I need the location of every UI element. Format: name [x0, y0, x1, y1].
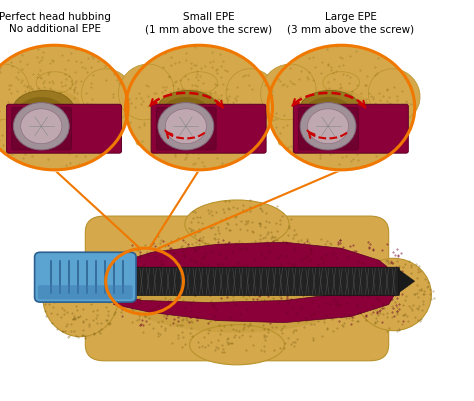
- Ellipse shape: [368, 69, 420, 122]
- FancyBboxPatch shape: [35, 253, 136, 302]
- FancyBboxPatch shape: [0, 73, 118, 146]
- Circle shape: [158, 103, 214, 150]
- Ellipse shape: [43, 257, 118, 337]
- Circle shape: [165, 109, 206, 144]
- FancyBboxPatch shape: [293, 105, 408, 154]
- FancyBboxPatch shape: [151, 105, 266, 154]
- Circle shape: [265, 44, 417, 172]
- Ellipse shape: [14, 89, 80, 121]
- FancyBboxPatch shape: [278, 73, 405, 146]
- FancyBboxPatch shape: [12, 108, 72, 151]
- Circle shape: [21, 109, 62, 144]
- Circle shape: [13, 103, 69, 150]
- Ellipse shape: [181, 73, 218, 94]
- Circle shape: [0, 46, 128, 170]
- Circle shape: [268, 46, 415, 170]
- Ellipse shape: [114, 245, 360, 333]
- FancyBboxPatch shape: [7, 105, 121, 154]
- FancyBboxPatch shape: [122, 267, 400, 296]
- Text: Perfect head hubbing
No additional EPE: Perfect head hubbing No additional EPE: [0, 12, 110, 34]
- Ellipse shape: [356, 259, 431, 331]
- Ellipse shape: [301, 89, 367, 121]
- Ellipse shape: [162, 98, 210, 129]
- Ellipse shape: [323, 73, 360, 94]
- FancyBboxPatch shape: [136, 73, 263, 146]
- Polygon shape: [114, 285, 398, 323]
- Circle shape: [0, 44, 130, 172]
- Circle shape: [123, 44, 275, 172]
- Ellipse shape: [12, 91, 75, 132]
- Ellipse shape: [185, 200, 289, 249]
- Ellipse shape: [261, 65, 316, 121]
- Circle shape: [308, 109, 348, 144]
- Ellipse shape: [82, 69, 133, 122]
- Ellipse shape: [0, 65, 29, 121]
- FancyBboxPatch shape: [38, 286, 133, 300]
- Text: Large EPE
(3 mm above the screw): Large EPE (3 mm above the screw): [287, 12, 414, 34]
- Ellipse shape: [226, 69, 278, 122]
- Ellipse shape: [36, 73, 73, 94]
- Circle shape: [300, 103, 356, 150]
- Text: Small EPE
(1 mm above the screw): Small EPE (1 mm above the screw): [145, 12, 272, 34]
- Ellipse shape: [157, 91, 219, 132]
- Ellipse shape: [118, 65, 174, 121]
- FancyBboxPatch shape: [85, 217, 389, 361]
- Ellipse shape: [18, 98, 65, 129]
- Ellipse shape: [159, 89, 225, 121]
- FancyBboxPatch shape: [299, 108, 358, 151]
- FancyBboxPatch shape: [156, 108, 216, 151]
- Ellipse shape: [304, 98, 352, 129]
- Polygon shape: [114, 243, 398, 289]
- Ellipse shape: [299, 91, 362, 132]
- Polygon shape: [398, 269, 415, 294]
- Ellipse shape: [190, 325, 284, 365]
- Circle shape: [126, 46, 273, 170]
